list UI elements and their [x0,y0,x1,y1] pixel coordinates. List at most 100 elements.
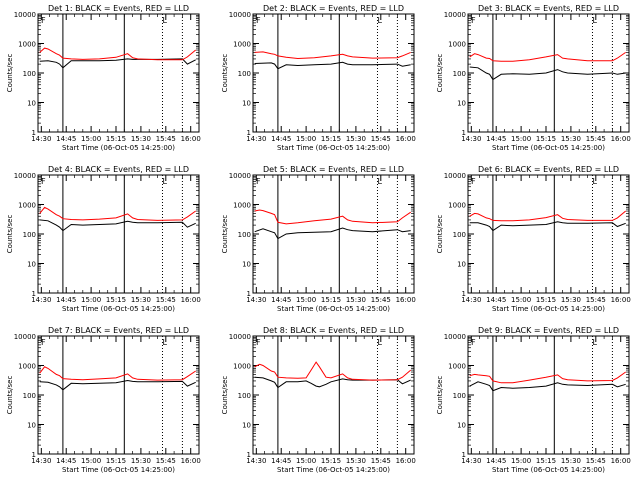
x-tick-label: 15:30 [561,457,581,465]
panel-title: Det 6: BLACK = Events, RED = LLD [478,165,619,174]
y-tick-label: 1000 [448,202,466,210]
y-tick-label: 10000 [14,172,36,180]
y-tick-label: 10 [457,422,466,430]
plot-frame [467,174,630,294]
y-tick-label: 10 [242,261,251,269]
x-tick-label: 15:45 [371,135,391,143]
flag-marker: F [471,338,476,347]
plot-frame [37,335,200,455]
flag-marker: L [162,177,167,186]
flag-marker: L [592,16,597,25]
y-tick-label: 100 [23,70,36,78]
x-tick-label: 15:15 [536,135,556,143]
flag-marker: L [377,177,382,186]
series-line-lld [469,210,627,222]
y-axis-label: Counts/sec [6,215,14,254]
x-tick-label: 14:45 [56,135,76,143]
y-axis-label: Counts/sec [436,376,444,415]
x-tick-label: 14:45 [486,135,506,143]
x-tick-label: 15:00 [296,135,316,143]
chart-panel-7: Det 7: BLACK = Events, RED = LLD 1 10 100 10… [6,326,201,474]
y-tick-label: 10000 [229,11,251,19]
plot-frame [252,13,415,133]
y-axis-label: Counts/sec [221,376,229,415]
y-tick-label: 100 [238,231,251,239]
chart-panel-3: Det 3: BLACK = Events, RED = LLD 1 10 100 10… [436,4,631,152]
panel-title: Det 9: BLACK = Events, RED = LLD [478,326,619,335]
x-axis-label: Start Time (06-Oct-05 14:25:00) [492,305,605,313]
y-tick-label: 1000 [448,41,466,49]
x-tick-label: 15:00 [81,296,101,304]
y-tick-label: 10000 [229,172,251,180]
series-line-events [469,381,626,392]
plot-frame [37,174,200,294]
x-tick-label: 14:45 [486,457,506,465]
panel-title: Det 8: BLACK = Events, RED = LLD [263,326,404,335]
x-tick-label: 15:30 [131,135,151,143]
x-tick-label: 15:15 [106,457,126,465]
x-tick-label: 15:45 [156,135,176,143]
x-tick-label: 14:30 [461,296,481,304]
y-axis-label: Counts/sec [6,54,14,93]
y-tick-label: 10000 [444,11,466,19]
x-tick-label: 15:45 [156,296,176,304]
x-tick-label: 16:00 [396,135,416,143]
series-line-lld [39,47,197,61]
y-tick-label: 1 [462,290,466,298]
chart-panel-6: Det 6: BLACK = Events, RED = LLD 1 10 100 10… [436,165,631,313]
x-tick-label: 15:30 [131,296,151,304]
series-line-events [39,219,196,232]
x-tick-label: 15:00 [511,135,531,143]
x-tick-label: 14:30 [246,296,266,304]
y-tick-label: 10 [242,100,251,108]
flag-marker: F [256,338,261,347]
series-line-lld [469,51,626,62]
series-line-events [39,379,196,391]
x-tick-label: 15:00 [81,457,101,465]
flag-marker: L [162,338,167,347]
x-axis-label: Start Time (06-Oct-05 14:25:00) [277,305,390,313]
plot-frame [467,335,630,455]
x-axis-label: Start Time (06-Oct-05 14:25:00) [492,466,605,474]
x-tick-label: 15:45 [156,457,176,465]
x-tick-label: 16:00 [611,135,631,143]
x-tick-label: 15:00 [81,135,101,143]
x-tick-label: 16:00 [181,296,201,304]
x-axis-label: Start Time (06-Oct-05 14:25:00) [492,144,605,152]
x-tick-label: 15:00 [296,457,316,465]
x-tick-label: 14:30 [461,457,481,465]
x-tick-label: 15:15 [321,457,341,465]
x-tick-label: 15:30 [131,457,151,465]
x-tick-label: 15:15 [106,296,126,304]
y-tick-label: 1000 [18,363,36,371]
x-tick-label: 15:30 [346,457,366,465]
y-tick-label: 1000 [18,202,36,210]
series-line-lld [469,371,626,384]
x-tick-label: 15:15 [536,296,556,304]
x-tick-label: 15:00 [511,296,531,304]
x-tick-label: 14:30 [31,457,51,465]
y-tick-label: 100 [453,231,466,239]
x-tick-label: 14:30 [246,135,266,143]
x-tick-label: 15:30 [346,296,366,304]
x-tick-label: 15:30 [346,135,366,143]
x-tick-label: 15:15 [106,135,126,143]
series-line-lld [254,209,411,225]
x-tick-label: 15:00 [296,296,316,304]
y-tick-label: 1 [247,451,251,459]
y-tick-label: 10000 [444,172,466,180]
panel-title: Det 3: BLACK = Events, RED = LLD [478,4,619,13]
series-line-lld [254,361,412,381]
panel-title: Det 4: BLACK = Events, RED = LLD [48,165,189,174]
x-tick-label: 16:00 [396,296,416,304]
flag-marker: F [41,177,46,186]
x-tick-label: 14:30 [31,135,51,143]
x-axis-label: Start Time (06-Oct-05 14:25:00) [62,144,175,152]
y-tick-label: 1 [247,129,251,137]
x-tick-label: 16:00 [611,457,631,465]
y-tick-label: 1 [462,129,466,137]
chart-panel-5: Det 5: BLACK = Events, RED = LLD 1 10 100 10… [221,165,416,313]
y-tick-label: 1000 [233,41,251,49]
y-tick-label: 10 [457,100,466,108]
